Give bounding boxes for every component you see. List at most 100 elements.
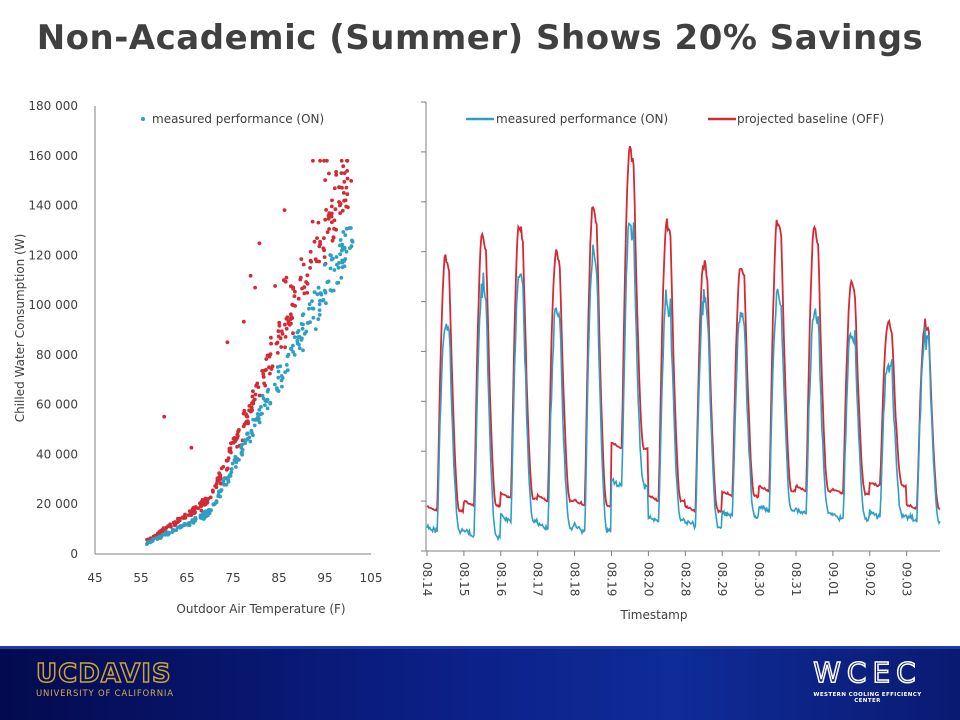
scatter-point-off xyxy=(332,186,337,191)
scatter-point-on xyxy=(275,365,280,369)
scatter-point-off xyxy=(300,286,304,291)
x-tick-label: 08.31 xyxy=(789,562,803,596)
scatter-point-off xyxy=(214,485,219,490)
scatter-point-off xyxy=(193,510,198,514)
legend-label-on: measured performance (ON) xyxy=(152,112,324,126)
scatter-point-on xyxy=(338,252,343,257)
scatter-point-off xyxy=(293,304,297,308)
scatter-point-off xyxy=(278,336,283,341)
y-tick-label: 0 xyxy=(70,547,78,561)
x-tick-label: 75 xyxy=(225,571,240,585)
scatter-point-off xyxy=(291,331,295,336)
scatter-point-off xyxy=(261,372,266,376)
scatter-point-off xyxy=(263,383,268,388)
scatter-point-off xyxy=(214,481,219,486)
x-tick-label: 85 xyxy=(271,571,286,585)
scatter-point-on xyxy=(154,536,159,540)
scatter-point-off xyxy=(269,335,273,340)
scatter-point-off xyxy=(302,291,307,296)
scatter-point-off xyxy=(330,238,335,243)
scatter-point-off xyxy=(253,392,258,397)
scatter-point-off xyxy=(340,208,345,213)
scatter-point-on xyxy=(221,479,226,484)
scatter-point-off xyxy=(326,216,331,221)
scatter-point-off xyxy=(183,515,188,519)
scatter-point-on xyxy=(198,515,203,519)
scatter-point-off xyxy=(196,506,201,511)
scatter-point-off xyxy=(217,471,222,476)
scatter-point-off xyxy=(334,173,339,177)
scatter-point-off xyxy=(345,169,349,173)
scatter-point-on xyxy=(310,299,314,303)
scatter-point-off xyxy=(247,404,252,408)
scatter-point-off xyxy=(327,171,331,176)
scatter-point-off xyxy=(241,319,246,324)
scatter-point-off xyxy=(315,236,319,241)
scatter-point-off xyxy=(311,158,315,163)
scatter-point-on xyxy=(257,408,262,412)
x-tick-label: 95 xyxy=(317,571,332,585)
scatter-point-off xyxy=(333,207,338,212)
scatter-point-off xyxy=(342,171,347,175)
scatter-point-off xyxy=(293,289,297,294)
scatter-point-on xyxy=(329,253,333,258)
scatter-point-off xyxy=(301,262,306,267)
scatter-point-off xyxy=(349,179,354,183)
scatter-series-on xyxy=(145,226,355,546)
scatter-point-off xyxy=(277,320,282,325)
y-tick-label: 20 000 xyxy=(36,497,78,511)
scatter-point-off xyxy=(174,520,179,525)
scatter-point-off xyxy=(189,445,194,450)
scatter-point-on xyxy=(318,298,322,303)
scatter-point-off xyxy=(225,466,230,471)
scatter-point-off xyxy=(201,502,206,507)
scatter-point-on xyxy=(276,375,281,380)
scatter-point-off xyxy=(250,394,255,399)
scatter-point-off xyxy=(244,419,249,424)
scatter-point-off xyxy=(252,397,257,402)
scatter-point-on xyxy=(157,535,162,540)
scatter-point-off xyxy=(284,275,289,280)
scatter-point-on xyxy=(348,246,352,251)
scatter-point-on xyxy=(263,403,267,408)
scatter-point-off xyxy=(283,335,288,339)
scatter-point-on xyxy=(279,378,284,383)
scatter-point-on xyxy=(317,308,322,312)
scatter-point-on xyxy=(350,239,355,244)
scatter-point-on xyxy=(255,412,260,416)
scatter-point-off xyxy=(224,458,229,463)
scatter-point-on xyxy=(253,418,258,422)
scatter-point-on xyxy=(338,243,342,248)
scatter-point-off xyxy=(282,208,287,212)
scatter-point-off xyxy=(275,351,280,355)
scatter-point-on xyxy=(289,346,293,351)
scatter-legend: measured performance (ON) xyxy=(141,112,324,126)
x-tick-label: 08.20 xyxy=(641,562,655,596)
scatter-point-off xyxy=(235,434,240,438)
scatter-point-on xyxy=(341,230,346,234)
scatter-point-on xyxy=(279,374,284,378)
scatter-point-off xyxy=(241,424,246,429)
scatter-point-off xyxy=(242,408,247,413)
scatter-point-on xyxy=(211,502,216,507)
y-ticks xyxy=(421,101,426,552)
scatter-point-off xyxy=(305,281,310,286)
legend-marker-on xyxy=(141,117,145,121)
scatter-point-off xyxy=(316,220,321,225)
scatter-point-off xyxy=(276,329,281,334)
scatter-point-off xyxy=(283,322,287,327)
scatter-point-on xyxy=(175,525,180,530)
x-ticks: 45 55 65 75 85 95 105 xyxy=(87,571,382,585)
scatter-point-off xyxy=(345,158,350,163)
scatter-point-off xyxy=(211,489,215,494)
scatter-point-off xyxy=(218,481,223,486)
scatter-point-off xyxy=(323,217,328,222)
scatter-point-off xyxy=(190,507,195,511)
y-tick-label: 180 000 xyxy=(28,99,78,113)
scatter-point-on xyxy=(315,292,320,297)
scatter-point-off xyxy=(344,185,349,190)
scatter-point-on xyxy=(230,461,235,466)
scatter-point-off xyxy=(338,201,343,206)
scatter-point-off xyxy=(280,332,285,336)
scatter-point-on xyxy=(302,331,307,336)
